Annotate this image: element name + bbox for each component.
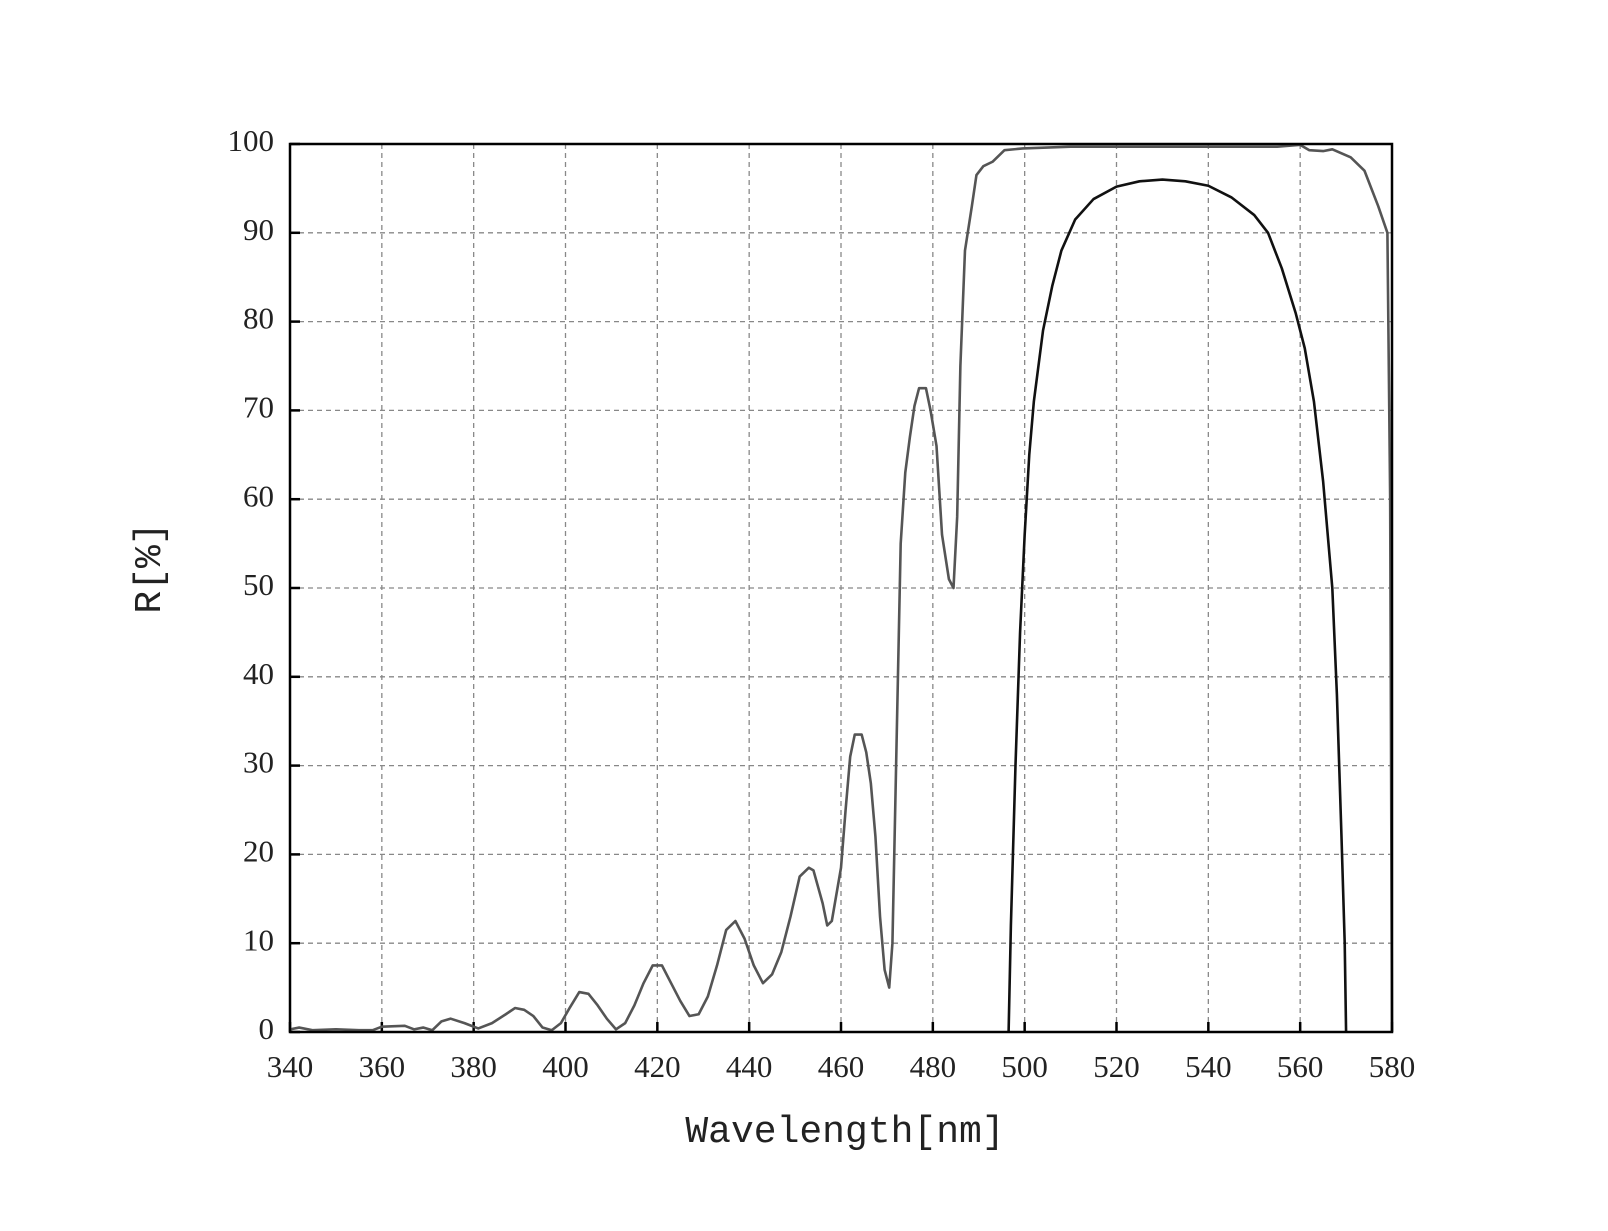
x-tick-label: 580 [1369, 1049, 1416, 1084]
data-line [289, 143, 1394, 1033]
y-tick-label: 10 [243, 922, 274, 957]
y-tick-label: 50 [243, 567, 274, 602]
x-axis-label: Wavelength[nm] [685, 1111, 1004, 1154]
x-tick-label: 560 [1277, 1049, 1324, 1084]
x-tick-label: 460 [818, 1049, 865, 1084]
y-tick-label: 40 [243, 656, 274, 691]
x-tick-label: 380 [450, 1049, 497, 1084]
x-tick-label: 340 [267, 1049, 314, 1084]
x-tick-label: 500 [1001, 1049, 1048, 1084]
y-tick-label: 0 [259, 1011, 275, 1046]
y-tick-label: 30 [243, 745, 274, 780]
data-line [1007, 178, 1348, 1033]
plot-frame [288, 142, 1394, 1034]
x-tick-label: 400 [542, 1049, 589, 1084]
y-tick-label: 70 [243, 390, 274, 425]
x-tick-label: 480 [910, 1049, 957, 1084]
y-tick-label: 90 [243, 212, 274, 247]
y-tick-label: 20 [243, 834, 274, 869]
x-tick-label: 540 [1185, 1049, 1232, 1084]
x-tick-label: 420 [634, 1049, 681, 1084]
x-tick-label: 440 [726, 1049, 773, 1084]
y-tick-label: 100 [228, 123, 275, 158]
x-tick-label: 360 [359, 1049, 406, 1084]
y-tick-label: 60 [243, 478, 274, 513]
y-axis-label: R[%] [129, 522, 172, 613]
x-tick-label: 520 [1093, 1049, 1140, 1084]
y-tick-label: 80 [243, 301, 274, 336]
